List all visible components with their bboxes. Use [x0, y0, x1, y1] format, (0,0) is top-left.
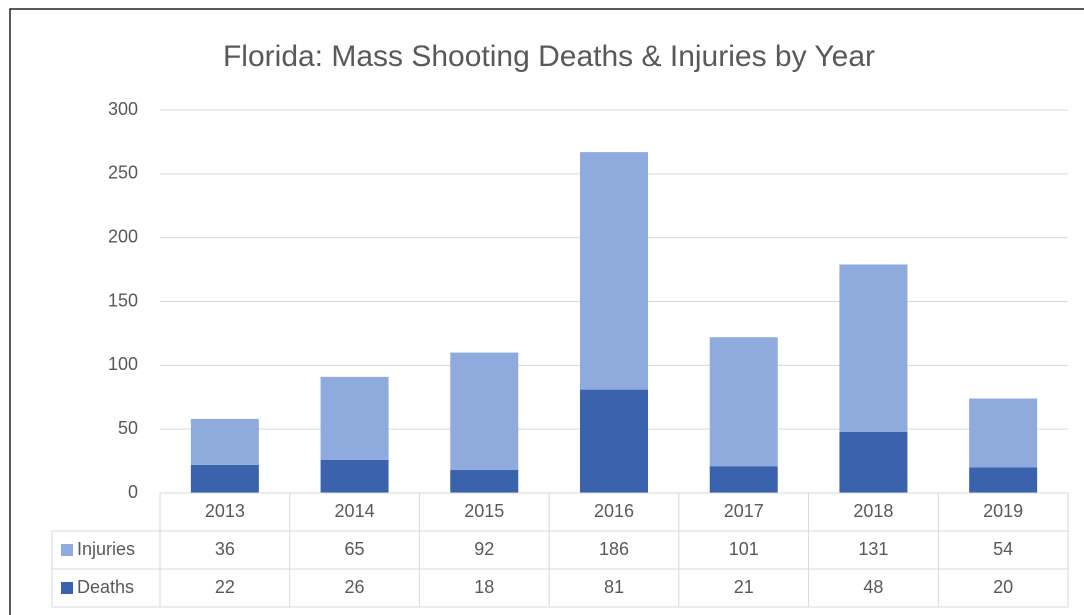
x-tick-label: 2017 [724, 501, 764, 521]
x-tick-label: 2013 [205, 501, 245, 521]
x-tick-label: 2015 [464, 501, 504, 521]
table-value: 54 [993, 539, 1013, 559]
y-tick-label: 0 [128, 482, 138, 502]
table-value: 48 [863, 577, 883, 597]
y-tick-label: 50 [118, 418, 138, 438]
bar [709, 466, 778, 493]
table-value: 18 [474, 577, 494, 597]
bar [709, 337, 778, 467]
table-value: 81 [604, 577, 624, 597]
table-value: 20 [993, 577, 1013, 597]
bar [190, 464, 259, 493]
table-value: 65 [345, 539, 365, 559]
chart-frame [9, 8, 1084, 615]
table-value: 92 [474, 539, 494, 559]
y-tick-label: 150 [108, 290, 138, 310]
x-tick-label: 2016 [594, 501, 634, 521]
bar [320, 376, 389, 460]
bar [450, 352, 519, 471]
table-value: 131 [858, 539, 888, 559]
bar [580, 389, 648, 493]
table-value: 186 [599, 539, 629, 559]
table-value: 36 [215, 539, 235, 559]
bar [320, 459, 389, 493]
legend-label: Injuries [77, 539, 135, 559]
bar [450, 470, 519, 493]
y-tick-label: 200 [108, 226, 138, 246]
x-tick-label: 2014 [335, 501, 375, 521]
bar [580, 152, 648, 390]
bar [839, 431, 908, 493]
table-value: 101 [729, 539, 759, 559]
x-tick-label: 2019 [983, 501, 1023, 521]
y-tick-label: 250 [108, 163, 138, 183]
bar [969, 467, 1038, 493]
bar [190, 418, 259, 465]
legend-key [61, 582, 73, 594]
x-tick-label: 2018 [853, 501, 893, 521]
table-value: 21 [734, 577, 754, 597]
y-tick-label: 300 [108, 99, 138, 119]
legend-key [61, 544, 73, 556]
bar [839, 264, 908, 432]
table-value: 26 [345, 577, 365, 597]
chart-title: Florida: Mass Shooting Deaths & Injuries… [223, 40, 875, 73]
table-value: 22 [215, 577, 235, 597]
legend-label: Deaths [77, 577, 134, 597]
y-tick-label: 100 [108, 354, 138, 374]
bar [969, 398, 1038, 468]
